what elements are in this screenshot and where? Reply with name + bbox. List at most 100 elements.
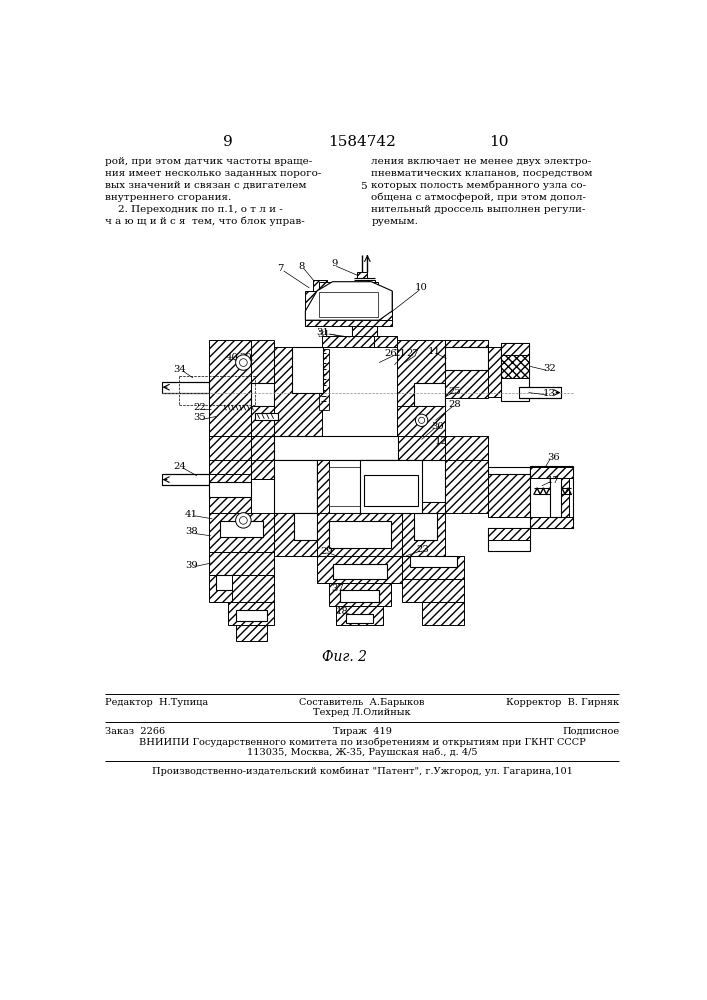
Bar <box>397 340 445 436</box>
Bar <box>445 460 488 513</box>
Bar <box>402 460 445 502</box>
Bar <box>274 436 398 460</box>
Text: ВНИИПИ Государственного комитета по изобретениям и открытиям при ГКНТ СССР: ВНИИПИ Государственного комитета по изоб… <box>139 737 585 747</box>
Bar <box>488 347 501 397</box>
Text: 21: 21 <box>394 349 407 358</box>
Text: 8: 8 <box>298 262 305 271</box>
Bar <box>228 602 274 625</box>
Text: 9: 9 <box>332 259 338 268</box>
Bar <box>445 340 488 398</box>
Bar <box>220 521 263 537</box>
Text: ления включает не менее двух электро-: ления включает не менее двух электро- <box>371 157 592 166</box>
Bar <box>317 460 329 513</box>
Bar <box>274 347 322 436</box>
Text: 37: 37 <box>331 584 344 593</box>
Bar <box>305 320 392 326</box>
Bar <box>410 556 457 567</box>
Text: рой, при этом датчик частоты враще-: рой, при этом датчик частоты враще- <box>105 157 312 166</box>
Text: 9: 9 <box>223 135 233 149</box>
Bar <box>232 575 274 602</box>
Bar <box>402 556 464 579</box>
Bar <box>501 343 529 401</box>
Bar <box>378 291 392 320</box>
Circle shape <box>235 513 251 528</box>
Bar <box>363 475 418 506</box>
Bar <box>397 406 445 436</box>
Text: 2. Переходник по п.1, о т л и -: 2. Переходник по п.1, о т л и - <box>105 205 284 214</box>
Circle shape <box>240 359 247 366</box>
Bar <box>402 502 445 513</box>
Bar <box>360 460 421 513</box>
Bar <box>337 606 383 625</box>
Text: 26: 26 <box>385 349 397 358</box>
Text: 31: 31 <box>317 330 329 339</box>
Bar <box>317 513 402 556</box>
Bar <box>209 436 251 460</box>
Bar <box>329 521 391 548</box>
Text: Техред Л.Олийнык: Техред Л.Олийнык <box>313 708 411 717</box>
Bar <box>530 517 573 528</box>
Bar <box>445 347 488 370</box>
Text: Производственно-издательский комбинат "Патент", г.Ужгород, ул. Гагарина,101: Производственно-издательский комбинат "П… <box>151 767 573 776</box>
Text: 31: 31 <box>316 328 329 337</box>
Bar <box>329 467 391 506</box>
Bar <box>251 340 274 383</box>
Text: 7: 7 <box>277 264 284 273</box>
Text: 20: 20 <box>240 353 252 362</box>
Bar <box>305 291 320 320</box>
Bar <box>530 466 573 528</box>
Bar <box>209 340 251 436</box>
Bar <box>373 336 397 347</box>
Text: 40: 40 <box>226 353 238 362</box>
Bar <box>209 552 274 575</box>
Text: 11: 11 <box>428 347 440 356</box>
Text: 1584742: 1584742 <box>328 135 396 149</box>
Bar <box>251 406 274 436</box>
Bar <box>209 474 251 513</box>
Text: 39: 39 <box>185 561 198 570</box>
Text: 17: 17 <box>547 476 560 485</box>
Bar <box>346 614 373 623</box>
Bar <box>162 474 209 485</box>
Text: 34: 34 <box>173 365 186 374</box>
Text: 33: 33 <box>341 301 356 311</box>
Bar <box>414 383 445 406</box>
Text: 18: 18 <box>336 607 349 616</box>
Text: 5: 5 <box>360 182 367 191</box>
Bar <box>216 575 243 590</box>
Bar <box>251 460 274 479</box>
Bar <box>414 513 437 540</box>
Bar <box>363 467 418 475</box>
Text: 35: 35 <box>193 413 206 422</box>
Text: 41: 41 <box>185 510 198 519</box>
Text: руемым.: руемым. <box>371 217 418 226</box>
Bar <box>251 436 274 460</box>
Bar <box>209 513 274 552</box>
Bar <box>398 436 445 460</box>
Bar <box>340 590 379 602</box>
Bar <box>317 460 402 513</box>
Polygon shape <box>305 282 392 320</box>
Text: 23: 23 <box>417 545 430 554</box>
Text: Корректор  В. Гирняк: Корректор В. Гирняк <box>506 698 619 707</box>
Text: 13: 13 <box>543 389 556 398</box>
Text: 27: 27 <box>406 349 419 358</box>
Bar <box>501 343 529 355</box>
Bar <box>488 474 530 517</box>
Text: Редактор  Н.Тупица: Редактор Н.Тупица <box>105 698 209 707</box>
Bar <box>293 513 317 540</box>
Bar <box>329 583 391 606</box>
Bar <box>501 355 529 378</box>
Bar <box>530 467 573 478</box>
Bar <box>357 272 367 278</box>
Bar <box>421 602 464 625</box>
Text: 22: 22 <box>193 403 206 412</box>
Bar <box>320 292 378 317</box>
Bar <box>402 579 464 602</box>
Bar <box>358 291 369 320</box>
Text: ния имеет несколько заданных порого-: ния имеет несколько заданных порого- <box>105 169 322 178</box>
Bar <box>235 625 267 641</box>
Text: Тираж  419: Тираж 419 <box>332 727 392 736</box>
Bar <box>292 347 323 393</box>
Bar <box>488 528 530 551</box>
